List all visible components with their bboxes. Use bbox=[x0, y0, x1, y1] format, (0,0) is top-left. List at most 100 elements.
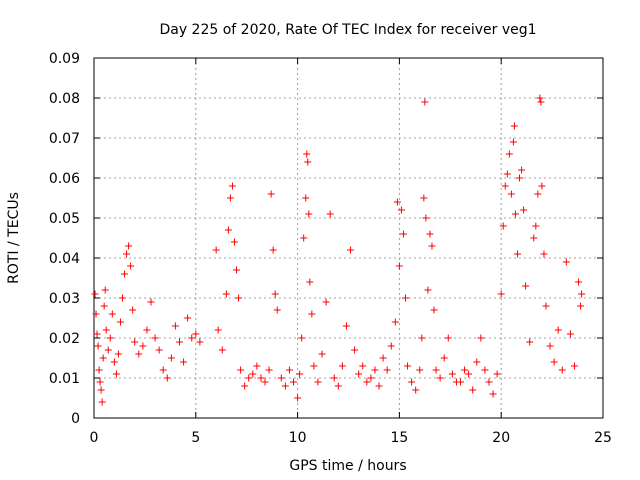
data-point bbox=[261, 378, 269, 386]
data-point bbox=[131, 338, 139, 346]
data-point bbox=[123, 250, 131, 258]
plot-frame bbox=[93, 57, 604, 419]
data-point bbox=[121, 270, 129, 278]
data-point bbox=[100, 302, 108, 310]
data-point bbox=[511, 210, 519, 218]
data-point bbox=[577, 302, 585, 310]
data-point bbox=[351, 346, 359, 354]
data-point bbox=[314, 378, 322, 386]
data-point bbox=[273, 306, 281, 314]
data-point bbox=[253, 362, 261, 370]
data-point bbox=[101, 286, 109, 294]
data-point bbox=[550, 358, 558, 366]
data-point bbox=[503, 170, 511, 178]
data-point bbox=[546, 342, 554, 350]
data-point bbox=[171, 322, 179, 330]
data-point bbox=[342, 322, 350, 330]
data-point bbox=[302, 194, 310, 202]
data-point bbox=[294, 394, 302, 402]
data-point bbox=[192, 330, 200, 338]
y-tick-label: 0.06 bbox=[49, 171, 80, 187]
y-tick-label: 0.02 bbox=[49, 331, 80, 347]
data-point bbox=[501, 182, 509, 190]
data-point bbox=[558, 366, 566, 374]
data-point bbox=[408, 378, 416, 386]
data-point bbox=[112, 370, 120, 378]
data-point bbox=[139, 342, 147, 350]
data-point bbox=[520, 206, 528, 214]
data-point bbox=[196, 338, 204, 346]
data-point bbox=[421, 98, 429, 106]
data-point bbox=[326, 210, 334, 218]
data-point bbox=[481, 366, 489, 374]
data-point bbox=[93, 330, 101, 338]
data-point bbox=[575, 278, 583, 286]
data-point bbox=[119, 294, 127, 302]
data-point bbox=[163, 374, 171, 382]
data-point bbox=[241, 382, 249, 390]
data-point bbox=[404, 362, 412, 370]
data-point bbox=[298, 334, 306, 342]
data-point bbox=[448, 370, 456, 378]
data-point bbox=[114, 350, 122, 358]
data-point bbox=[428, 242, 436, 250]
data-point bbox=[129, 306, 137, 314]
data-point bbox=[509, 138, 517, 146]
data-point bbox=[542, 302, 550, 310]
data-point bbox=[102, 326, 110, 334]
data-point bbox=[516, 174, 524, 182]
data-point bbox=[110, 358, 118, 366]
data-point bbox=[151, 334, 159, 342]
data-point bbox=[436, 374, 444, 382]
ticks: 0 5 10 15 20 25 0 0.01 0.02 0.03 0.04 0.05 0.06 0.07 0… bbox=[49, 51, 612, 446]
data-point bbox=[296, 370, 304, 378]
data-point bbox=[290, 378, 298, 386]
data-point bbox=[267, 190, 275, 198]
data-point bbox=[188, 334, 196, 342]
x-tick-label: 15 bbox=[390, 430, 408, 446]
data-point bbox=[420, 194, 428, 202]
data-point bbox=[359, 362, 367, 370]
x-tick-label: 25 bbox=[594, 430, 612, 446]
data-point bbox=[578, 290, 586, 298]
data-point bbox=[245, 374, 253, 382]
data-point bbox=[363, 378, 371, 386]
y-tick-label: 0.07 bbox=[49, 131, 80, 147]
data-point bbox=[383, 366, 391, 374]
y-tick-label: 0.05 bbox=[49, 211, 80, 227]
data-point bbox=[271, 290, 279, 298]
data-point bbox=[418, 334, 426, 342]
data-point bbox=[285, 366, 293, 374]
data-point bbox=[507, 190, 515, 198]
data-point bbox=[228, 182, 236, 190]
data-point bbox=[281, 382, 289, 390]
y-tick-label: 0.03 bbox=[49, 291, 80, 307]
data-point bbox=[127, 262, 135, 270]
data-point bbox=[397, 206, 405, 214]
data-point bbox=[135, 350, 143, 358]
data-point bbox=[300, 234, 308, 242]
data-point bbox=[399, 230, 407, 238]
data-point bbox=[249, 370, 257, 378]
data-point bbox=[277, 374, 285, 382]
chart-title: Day 225 of 2020, Rate Of TEC Index for r… bbox=[159, 22, 536, 38]
data-point bbox=[510, 122, 518, 130]
data-point bbox=[322, 298, 330, 306]
data-point bbox=[155, 346, 163, 354]
data-point bbox=[106, 334, 114, 342]
data-point bbox=[526, 338, 534, 346]
data-point bbox=[440, 354, 448, 362]
data-point bbox=[518, 166, 526, 174]
data-point bbox=[330, 374, 338, 382]
data-point bbox=[143, 326, 151, 334]
data-point bbox=[116, 318, 124, 326]
data-point bbox=[402, 294, 410, 302]
data-point bbox=[338, 362, 346, 370]
grid bbox=[94, 58, 603, 418]
data-point bbox=[570, 362, 578, 370]
data-point bbox=[226, 194, 234, 202]
x-tick-label: 10 bbox=[289, 430, 307, 446]
data-point bbox=[98, 398, 106, 406]
data-point bbox=[530, 234, 538, 242]
